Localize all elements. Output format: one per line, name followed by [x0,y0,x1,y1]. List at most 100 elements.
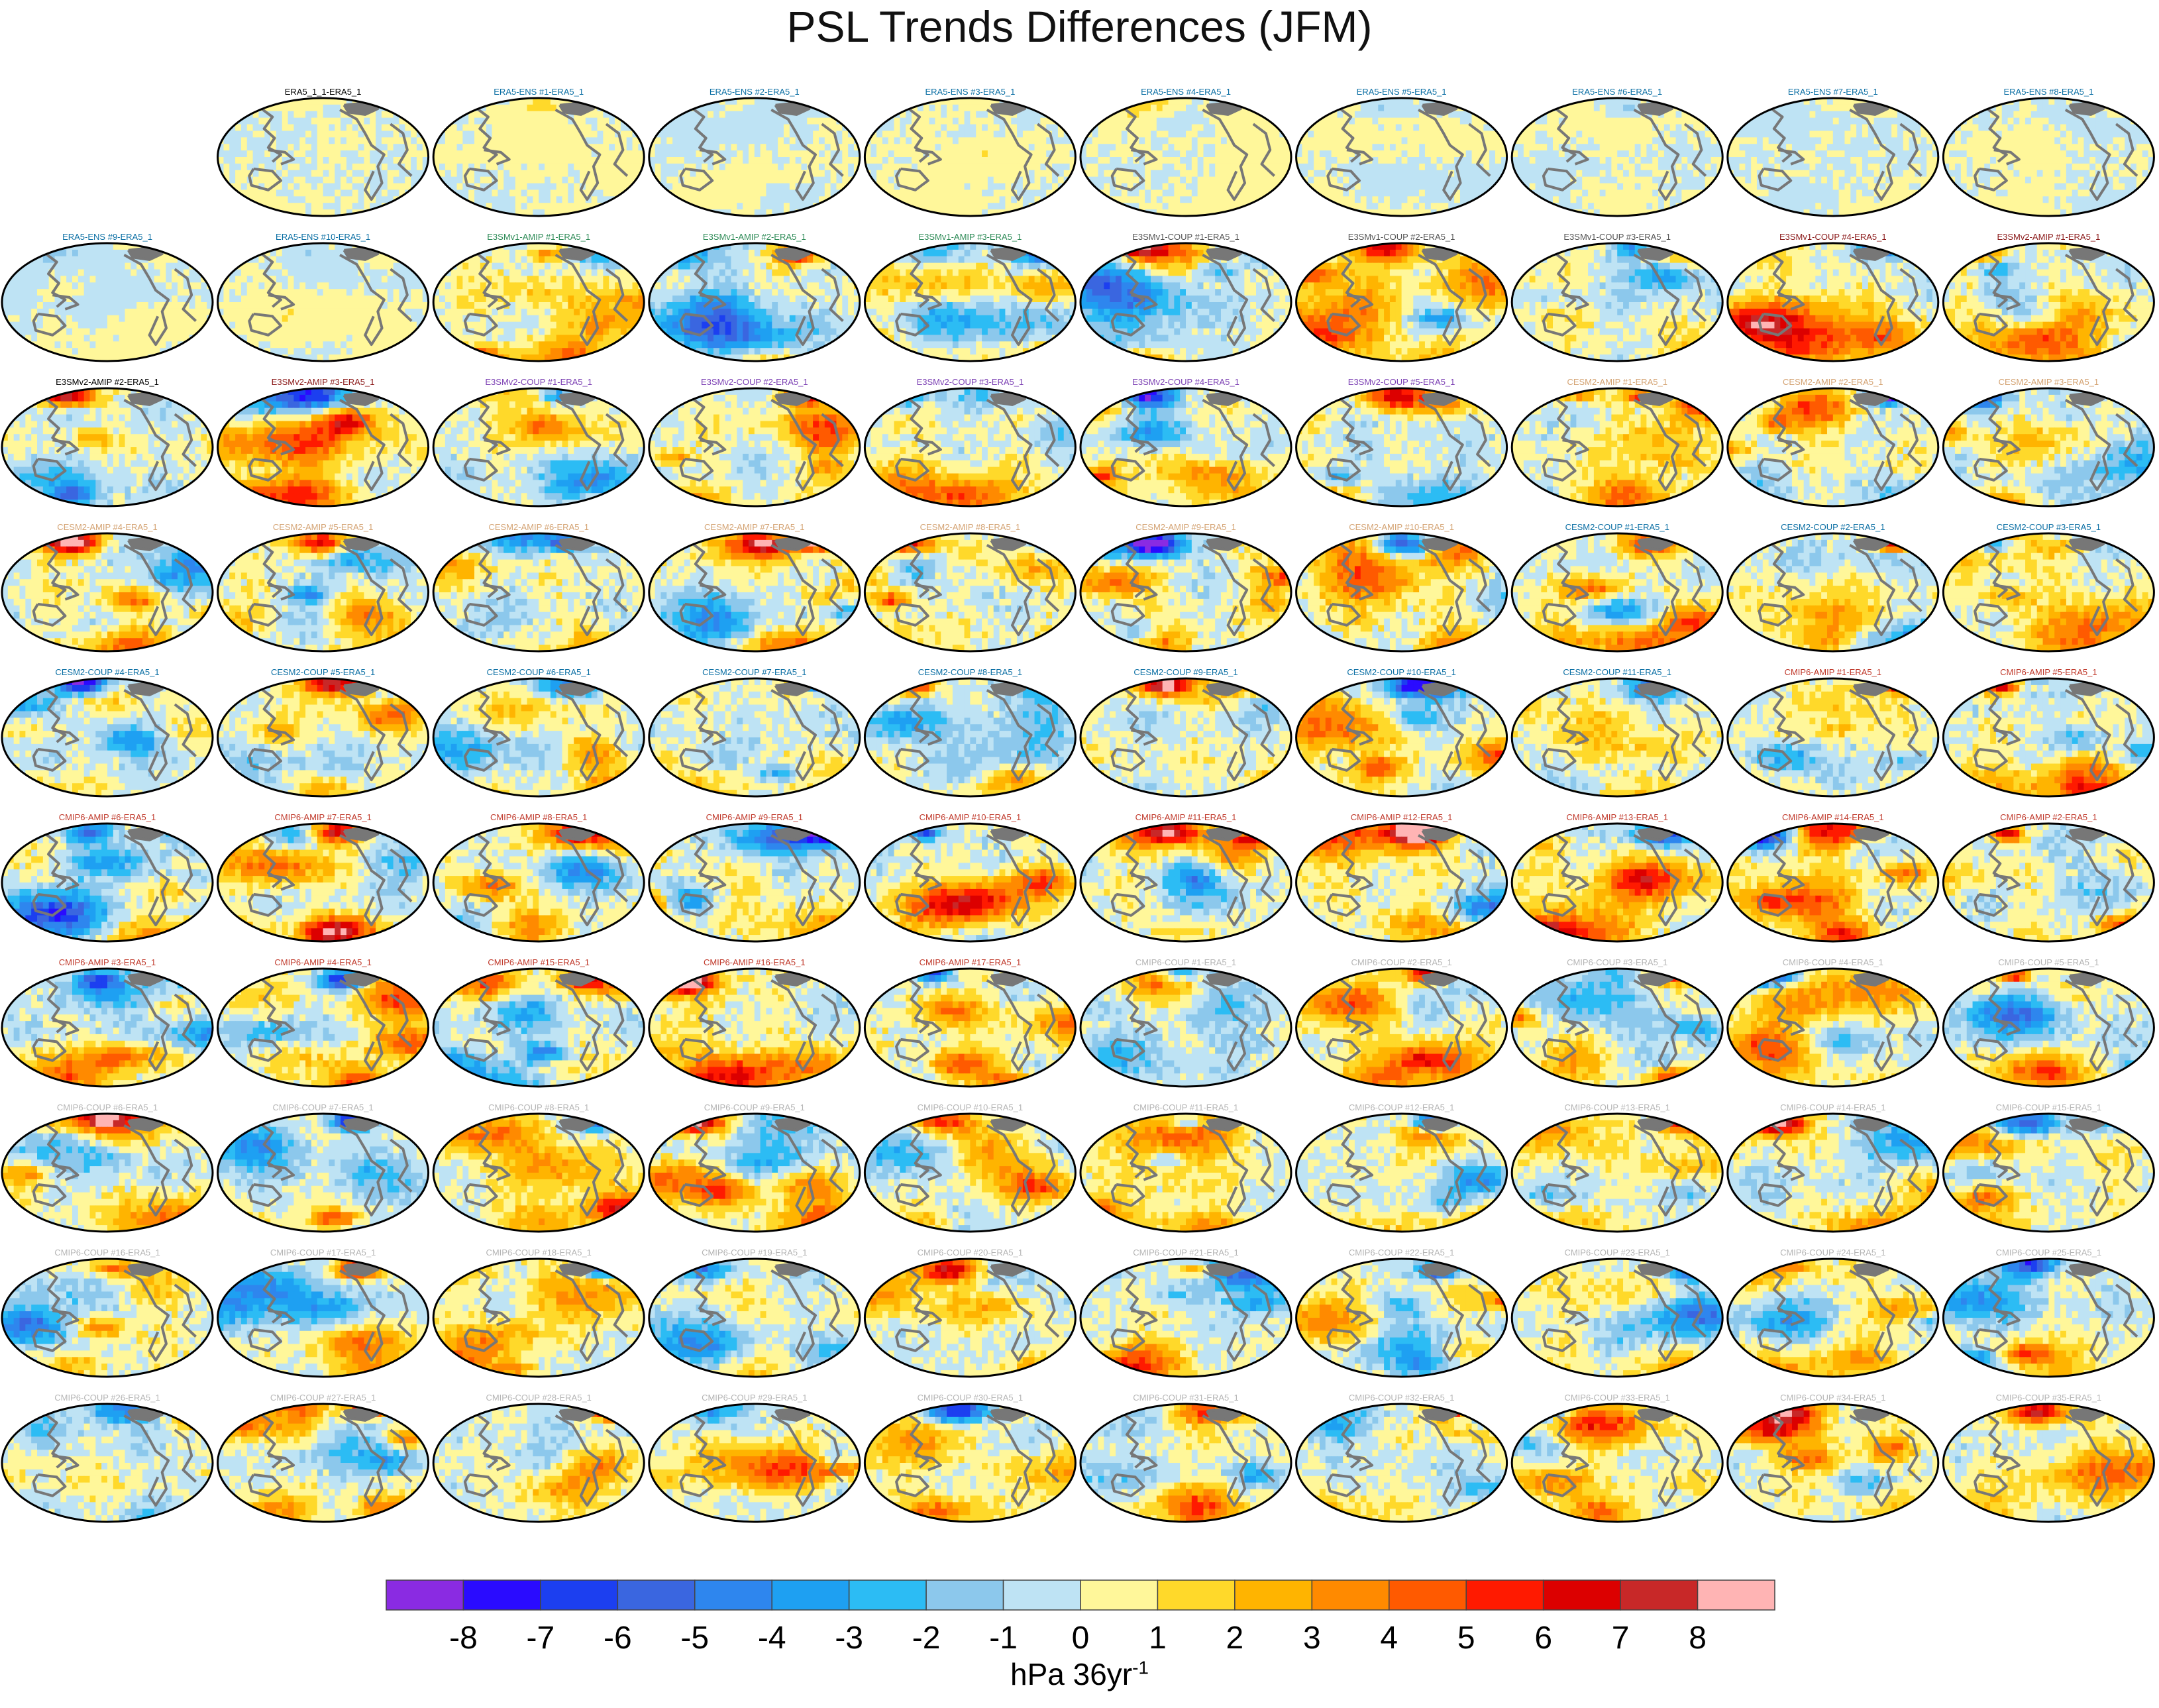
grid-cell [766,131,772,137]
grid-cell [766,189,772,196]
grid-cell [323,189,329,196]
grid-cell [1786,137,1792,144]
grid-cell [394,105,399,111]
grid-cell [888,177,894,184]
grid-cell [311,137,317,144]
grid-cell [731,157,737,164]
grid-cell [941,177,947,184]
grid-cell [953,118,959,125]
grid-cell [1629,196,1635,203]
grid-cell [498,170,503,177]
grid-cell [317,184,323,190]
grid-cell [1489,177,1495,184]
grid-cell [1332,189,1338,196]
grid-cell [755,203,761,209]
grid-cell [568,177,574,184]
grid-cell [801,118,807,125]
grid-cell [1739,150,1745,157]
grid-cell [1512,118,1518,125]
grid-cell [1285,209,1291,216]
grid-cell [1670,209,1676,216]
grid-cell [423,111,429,118]
grid-cell [888,105,894,111]
grid-cell [1080,118,1086,125]
grid-cell [1606,125,1612,131]
grid-cell [1594,125,1600,131]
grid-cell [586,118,592,125]
grid-cell [1839,164,1845,170]
grid-cell [346,131,352,137]
grid-cell [1384,170,1390,177]
grid-cell [1705,144,1711,150]
grid-cell [1809,137,1815,144]
grid-cell [1262,105,1268,111]
grid-cell [761,144,766,150]
grid-cell [468,157,474,164]
grid-cell [539,170,545,177]
grid-cell [1833,150,1839,157]
grid-cell [317,111,323,118]
grid-cell [1844,157,1850,164]
grid-cell [1705,177,1711,184]
grid-cell [1029,170,1035,177]
grid-cell [982,111,988,118]
grid-cell [1693,98,1699,105]
grid-cell [1466,137,1472,144]
grid-cell [696,177,702,184]
grid-cell [923,125,929,131]
grid-cell [556,203,562,209]
grid-cell [568,164,574,170]
grid-cell [1092,111,1098,118]
grid-cell [842,209,848,216]
grid-cell [603,137,609,144]
grid-cell [1302,98,1308,105]
grid-cell [1239,137,1245,144]
grid-cell [719,164,725,170]
grid-cell [1536,125,1542,131]
grid-cell [258,177,264,184]
grid-cell [953,131,959,137]
grid-cell [970,203,976,209]
grid-cell [1431,125,1437,131]
grid-cell [1606,164,1612,170]
grid-cell [1786,144,1792,150]
grid-cell [305,125,311,131]
grid-cell [713,111,719,118]
grid-cell [551,184,556,190]
grid-cell [982,137,988,144]
grid-cell [382,196,388,203]
grid-cell [388,118,394,125]
grid-cell [649,184,655,190]
grid-cell [959,189,965,196]
grid-cell [1751,164,1757,170]
grid-cell [1058,196,1064,203]
grid-cell [1308,203,1314,209]
grid-cell [1588,144,1594,150]
grid-cell [399,177,405,184]
grid-cell [574,150,580,157]
grid-cell [293,157,299,164]
grid-cell [988,157,994,164]
grid-cell [1192,111,1198,118]
grid-cell [1903,137,1909,144]
grid-cell [1402,125,1408,131]
grid-cell [235,111,241,118]
grid-cell [923,137,929,144]
grid-cell [1169,184,1175,190]
grid-cell [1209,131,1215,137]
grid-cell [825,209,831,216]
grid-cell [813,209,819,216]
grid-cell [731,125,737,131]
grid-cell [953,150,959,157]
grid-cell [1670,137,1676,144]
grid-cell [1915,157,1921,164]
grid-cell [906,131,912,137]
grid-cell [568,125,574,131]
grid-cell [1372,131,1378,137]
grid-cell [235,125,241,131]
grid-cell [1501,177,1507,184]
grid-cell [1361,189,1367,196]
grid-cell [1617,105,1623,111]
grid-cell [1425,184,1431,190]
grid-cell [1180,189,1186,196]
